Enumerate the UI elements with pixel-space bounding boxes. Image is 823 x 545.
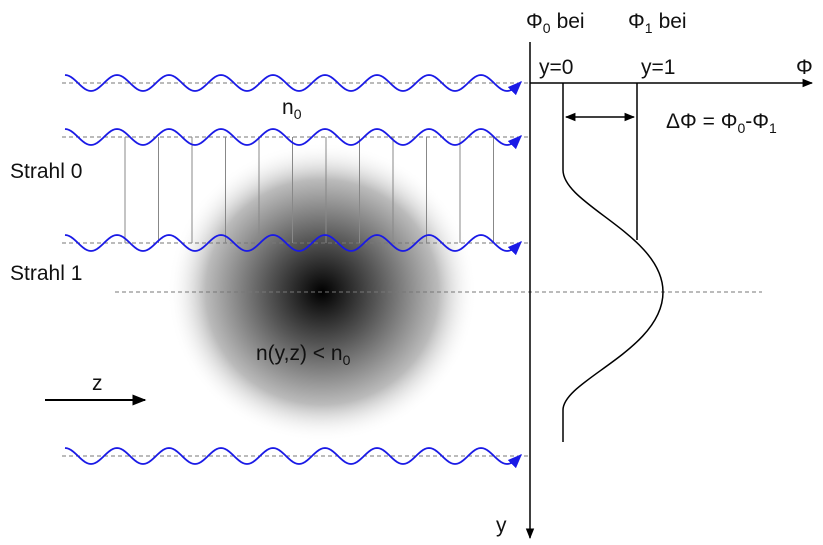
subscript: 0	[543, 20, 551, 36]
column-header: Φ0 bei	[526, 10, 585, 36]
wave	[64, 128, 523, 150]
column-header: Φ1 bei	[628, 10, 687, 36]
axis-label: Φ	[796, 56, 813, 79]
phase-curve	[562, 83, 664, 442]
subscript: 1	[769, 120, 777, 136]
subscript: 0	[343, 352, 351, 368]
subscript: 1	[645, 20, 653, 36]
column-header-value: y=0	[539, 56, 573, 79]
wave	[64, 234, 523, 256]
axis-label: z	[92, 372, 103, 395]
subscript: 0	[294, 106, 302, 122]
beam-label: Strahl 0	[10, 160, 82, 183]
subscript: 0	[737, 120, 745, 136]
gradient-label: n(y,z) < n0	[256, 342, 351, 368]
medium-label: n0	[282, 96, 302, 122]
wave	[64, 74, 523, 96]
beam-label: Strahl 1	[10, 262, 82, 285]
text-part: n(y,z) < n	[256, 342, 343, 365]
phase-difference: ΔΦ = Φ0-Φ1	[666, 110, 777, 136]
text-part: -Φ	[745, 110, 769, 133]
wave	[64, 447, 523, 469]
text-part: ΔΦ = Φ	[666, 110, 737, 133]
axis-label: y	[496, 514, 507, 537]
text-part: Φ	[526, 10, 543, 33]
text-part: bei	[557, 10, 585, 33]
text-part: n	[282, 96, 294, 119]
column-header-value: y=1	[641, 56, 675, 79]
text-part: bei	[659, 10, 687, 33]
text-part: Φ	[628, 10, 645, 33]
